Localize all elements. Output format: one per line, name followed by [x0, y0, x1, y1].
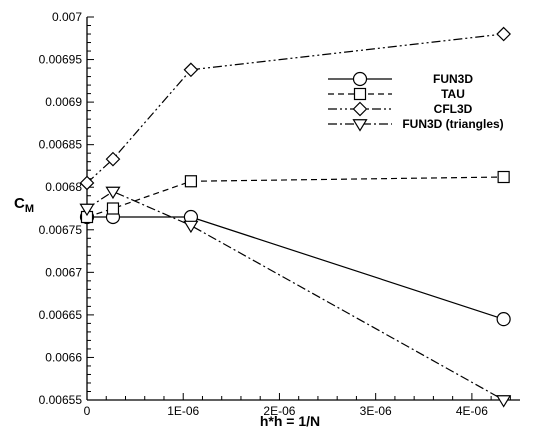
y-tick-label: 0.007: [52, 10, 82, 24]
series-line: [86, 190, 504, 401]
y-axis-title-subscript: M: [25, 203, 34, 215]
triangle-marker: [79, 203, 95, 217]
y-tick-label: 0.00675: [39, 223, 83, 237]
x-axis-title: h*h = 1/N: [260, 413, 320, 429]
series-3: [79, 186, 512, 408]
legend-label: TAU: [441, 87, 465, 101]
y-tick-label: 0.00665: [39, 308, 83, 322]
series-layer: [79, 26, 512, 408]
triangle-marker: [105, 186, 121, 200]
tick-labels: 0.00655 0.0066 0.00665 0.0067 0.00675 0.0068 0…: [39, 10, 489, 418]
legend-label: FUN3D (triangles): [402, 117, 503, 131]
square-marker: [184, 175, 198, 188]
legend-entry: FUN3D: [328, 71, 473, 87]
y-tick-label: 0.0069: [45, 95, 82, 109]
series-2: [79, 26, 511, 191]
x-tick-label: 0: [84, 404, 91, 418]
triangle-marker: [496, 395, 512, 408]
circle-marker: [496, 312, 511, 327]
legend-label: FUN3D: [433, 72, 473, 86]
circle-marker: [352, 71, 368, 87]
x-tick-label: 3E-06: [360, 404, 392, 418]
y-tick-label: 0.00695: [39, 53, 83, 67]
legend-entry: TAU: [328, 87, 465, 101]
square-marker: [106, 202, 120, 215]
y-tick-label: 0.0066: [45, 350, 82, 364]
legend-entry: FUN3D (triangles): [328, 117, 504, 132]
y-tick-label: 0.00685: [39, 138, 83, 152]
diamond-marker: [496, 26, 511, 42]
square-marker: [353, 87, 367, 101]
series-line: [87, 216, 504, 320]
y-axis-title: CM: [14, 195, 34, 215]
axes: [86, 16, 520, 401]
y-axis-title-main: C: [14, 195, 25, 212]
series-line: [86, 176, 504, 218]
diamond-marker: [79, 175, 95, 191]
diamond-marker: [352, 101, 368, 117]
square-marker: [497, 170, 510, 184]
diamond-marker: [105, 151, 121, 167]
series-line: [86, 33, 504, 184]
y-tick-label: 0.0067: [45, 265, 82, 279]
triangle-marker: [352, 119, 368, 132]
diamond-marker: [183, 62, 199, 78]
x-tick-label: 4E-06: [456, 404, 488, 418]
x-tick-label: 2E-06: [263, 404, 295, 418]
legend-label: CFL3D: [434, 102, 473, 116]
triangle-marker: [183, 220, 199, 234]
x-tick-label: 1E-06: [167, 404, 199, 418]
y-tick-label: 0.0068: [45, 180, 82, 194]
legend-entry: CFL3D: [328, 101, 473, 117]
y-tick-label: 0.00655: [39, 393, 83, 407]
